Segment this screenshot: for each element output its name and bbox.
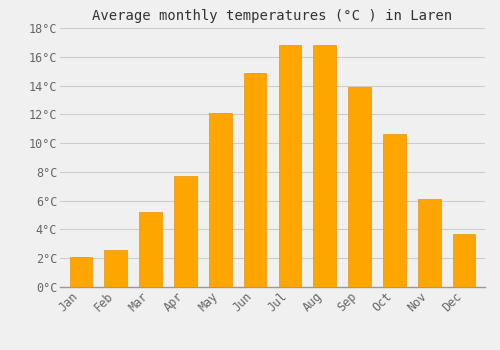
Bar bbox=[418, 199, 440, 287]
Bar bbox=[453, 234, 475, 287]
Bar bbox=[383, 134, 406, 287]
Bar bbox=[348, 87, 371, 287]
Title: Average monthly temperatures (°C ) in Laren: Average monthly temperatures (°C ) in La… bbox=[92, 9, 452, 23]
Bar bbox=[174, 176, 197, 287]
Bar bbox=[278, 45, 301, 287]
Bar bbox=[70, 257, 92, 287]
Bar bbox=[314, 45, 336, 287]
Bar bbox=[140, 212, 162, 287]
Bar bbox=[244, 72, 266, 287]
Bar bbox=[104, 250, 127, 287]
Bar bbox=[209, 113, 232, 287]
